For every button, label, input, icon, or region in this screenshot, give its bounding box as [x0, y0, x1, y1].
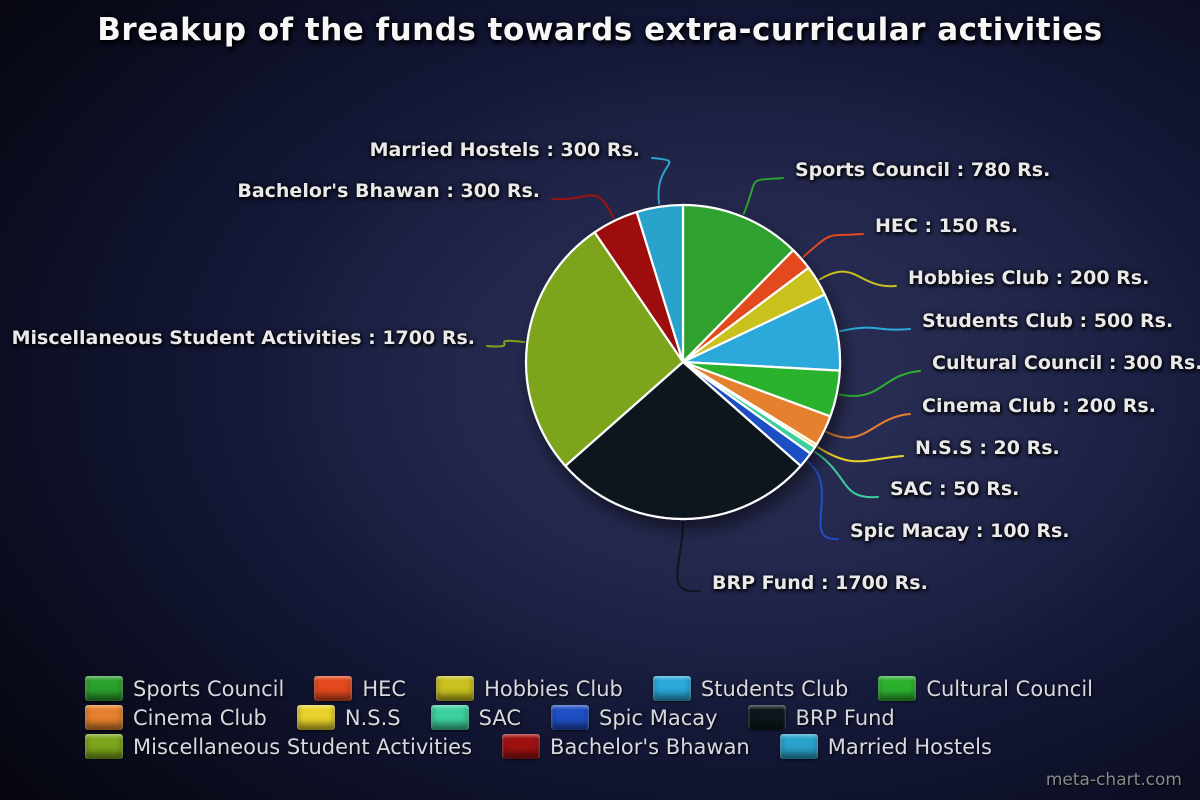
legend-swatch-n-s-s: [296, 705, 335, 730]
legend-swatch-brp-fund: [747, 705, 786, 730]
legend-swatch-cultural-council: [878, 676, 917, 701]
leader-line-students-club: [839, 326, 911, 333]
legend-item-sac: SAC: [430, 705, 521, 730]
pie-slice-brp-fund: [564, 360, 802, 521]
legend-label-bachelor-s-bhawan: Bachelor's Bhawan: [550, 734, 750, 759]
slice-label-miscellaneous-student-activities: Miscellaneous Student Activities : 1700 …: [11, 327, 475, 349]
legend-label-sports-council: Sports Council: [133, 676, 285, 701]
legend-label-hec: HEC: [362, 676, 407, 701]
slice-label-sac: SAC : 50 Rs.: [890, 478, 1020, 500]
legend-swatch-sac: [430, 705, 469, 730]
legend: Sports Council HEC Hobbies Club Students Cl…: [85, 676, 1185, 759]
slice-label-cinema-club: Cinema Club : 200 Rs.: [922, 395, 1156, 417]
legend-item-sports-council: Sports Council: [85, 676, 284, 701]
chart-title: Breakup of the funds towards extra-curri…: [97, 12, 1103, 48]
legend-swatch-sports-council: [85, 676, 123, 701]
legend-swatch-spic-macay: [551, 705, 589, 730]
leader-lines: [486, 157, 921, 593]
legend-item-spic-macay: Spic Macay: [551, 705, 718, 730]
legend-label-cultural-council: Cultural Council: [926, 676, 1094, 701]
leader-line-cultural-council: [838, 370, 921, 397]
legend-item-hec: HEC: [314, 676, 406, 701]
legend-label-miscellaneous-student-activities: Miscellaneous Student Activities: [133, 734, 473, 759]
pie-slice-married-hostels: [635, 203, 685, 364]
slice-label-brp-fund: BRP Fund : 1700 Rs.: [712, 572, 928, 594]
legend-item-married-hostels: Married Hostels: [779, 734, 992, 759]
legend-item-miscellaneous-student-activities: Miscellaneous Student Activities: [85, 734, 472, 759]
legend-swatch-cinema-club: [85, 705, 123, 730]
leader-line-bachelor-s-bhawan: [551, 194, 615, 219]
legend-label-brp-fund: BRP Fund: [795, 705, 895, 730]
legend-swatch-hobbies-club: [436, 676, 475, 701]
slice-label-bachelor-s-bhawan: Bachelor's Bhawan : 300 Rs.: [237, 180, 540, 202]
legend-swatch-married-hostels: [779, 734, 818, 759]
leader-line-married-hostels: [651, 157, 671, 205]
legend-item-students-club: Students Club: [652, 676, 849, 701]
leader-line-brp-fund: [676, 521, 701, 593]
legend-label-n-s-s: N.S.S: [344, 705, 401, 730]
slice-label-sports-council: Sports Council : 780 Rs.: [795, 159, 1051, 181]
legend-label-spic-macay: Spic Macay: [599, 705, 718, 730]
legend-label-hobbies-club: Hobbies Club: [484, 676, 623, 701]
slice-label-hobbies-club: Hobbies Club : 200 Rs.: [908, 267, 1150, 289]
legend-swatch-bachelor-s-bhawan: [502, 734, 541, 759]
leader-line-spic-macay: [807, 460, 839, 541]
legend-swatch-hec: [314, 676, 353, 701]
slice-label-students-club: Students Club : 500 Rs.: [922, 310, 1174, 332]
leader-line-sac: [814, 451, 879, 499]
slice-label-cultural-council: Cultural Council : 300 Rs.: [932, 352, 1200, 374]
legend-swatch-students-club: [652, 676, 691, 701]
legend-label-students-club: Students Club: [700, 676, 849, 701]
legend-swatch-miscellaneous-student-activities: [85, 734, 123, 759]
legend-item-brp-fund: BRP Fund: [747, 705, 895, 730]
legend-label-married-hostels: Married Hostels: [827, 734, 992, 759]
leader-line-cinema-club: [825, 413, 911, 439]
legend-item-cinema-club: Cinema Club: [85, 705, 267, 730]
slice-label-n-s-s: N.S.S : 20 Rs.: [915, 437, 1060, 459]
leader-line-n-s-s: [817, 446, 904, 463]
watermark: meta-chart.com: [1045, 770, 1182, 790]
legend-label-cinema-club: Cinema Club: [133, 705, 267, 730]
leader-line-hec: [802, 233, 864, 258]
legend-label-sac: SAC: [478, 705, 521, 730]
leader-line-hobbies-club: [818, 270, 897, 288]
pie-slices: [524, 203, 842, 521]
leader-line-sports-council: [742, 177, 784, 215]
leader-line-miscellaneous-student-activities: [486, 339, 526, 348]
legend-item-hobbies-club: Hobbies Club: [436, 676, 623, 701]
slice-label-hec: HEC : 150 Rs.: [875, 215, 1019, 237]
slice-label-spic-macay: Spic Macay : 100 Rs.: [850, 520, 1070, 542]
legend-item-cultural-council: Cultural Council: [878, 676, 1093, 701]
pie-slice-miscellaneous-student-activities: [524, 231, 685, 467]
legend-item-bachelor-s-bhawan: Bachelor's Bhawan: [502, 734, 750, 759]
legend-item-n-s-s: N.S.S: [296, 705, 401, 730]
slice-label-married-hostels: Married Hostels : 300 Rs.: [369, 139, 640, 161]
pie-slice-sports-council: [681, 203, 795, 364]
